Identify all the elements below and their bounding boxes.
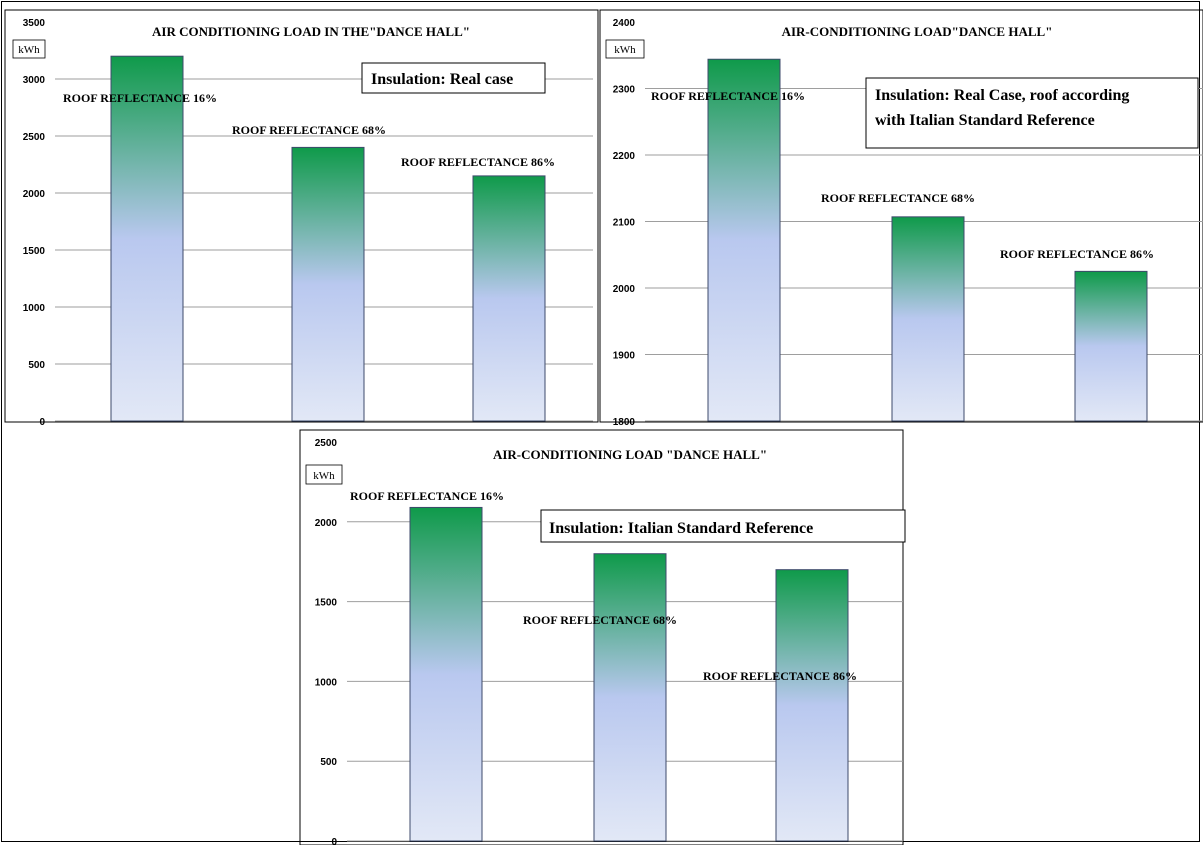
chart-frame: [299, 429, 904, 845]
unit-label: kWh: [313, 470, 335, 482]
y-tick-label: 0: [331, 837, 337, 845]
category-label: ROOF REFLECTANCE 68%: [232, 123, 386, 137]
annotation-box: [865, 77, 1199, 149]
unit-box: [305, 464, 343, 485]
y-tick-label: 2300: [613, 85, 636, 96]
chart-frame: [4, 9, 599, 423]
annotation-text: Insulation: Real case: [371, 71, 513, 88]
unit-label: kWh: [18, 44, 40, 56]
y-tick-label: 3500: [23, 18, 46, 29]
annotation-box: [540, 509, 906, 543]
y-tick-label: 2200: [613, 151, 636, 162]
bar: [291, 146, 365, 422]
y-tick-label: 0: [39, 417, 45, 428]
bar: [472, 175, 546, 422]
y-tick-label: 3000: [23, 75, 46, 86]
y-tick-label: 500: [28, 360, 45, 371]
y-tick-label: 500: [320, 757, 337, 768]
y-tick-label: 1000: [315, 677, 338, 688]
y-tick-label: 1500: [23, 246, 46, 257]
bar: [775, 569, 849, 842]
y-tick-label: 2000: [613, 284, 636, 295]
bar: [409, 506, 483, 842]
y-tick-label: 1000: [23, 303, 46, 314]
chart-title: AIR CONDITIONING LOAD IN THE"DANCE HALL": [152, 24, 470, 39]
category-label: ROOF REFLECTANCE 16%: [63, 91, 217, 105]
category-label: ROOF REFLECTANCE 16%: [350, 489, 504, 503]
annotation-box: [361, 62, 546, 94]
category-label: ROOF REFLECTANCE 68%: [821, 191, 975, 205]
unit-label: kWh: [614, 44, 636, 56]
y-tick-label: 2000: [315, 518, 338, 529]
y-tick-label: 1500: [315, 598, 338, 609]
y-tick-label: 2100: [613, 218, 636, 229]
chart-2: 1800 1900 2000 2100 2200 2300 2400 AIR-CONDITIO…: [599, 9, 1203, 428]
category-label: ROOF REFLECTANCE 16%: [651, 89, 805, 103]
category-label: ROOF REFLECTANCE 68%: [523, 613, 677, 627]
chart-frame: [599, 9, 1203, 423]
chart-1: 0 500 1000 1500 2000 2500 3000 3500 AIR CONDITIO…: [4, 9, 599, 428]
y-tick-label: 2500: [23, 132, 46, 143]
unit-box: [605, 39, 645, 59]
bar: [891, 216, 965, 422]
annotation-text: Insulation: Real Case, roof according: [875, 87, 1129, 104]
annotation-text: with Italian Standard Reference: [875, 112, 1095, 129]
category-label: ROOF REFLECTANCE 86%: [401, 155, 555, 169]
y-tick-label: 1900: [613, 351, 636, 362]
annotation-text: Insulation: Italian Standard Reference: [549, 520, 813, 537]
y-tick-label: 2000: [23, 189, 46, 200]
chart-title: AIR-CONDITIONING LOAD "DANCE HALL": [493, 447, 767, 462]
bar: [110, 55, 184, 422]
chart-title: AIR-CONDITIONING LOAD"DANCE HALL": [782, 24, 1053, 39]
unit-box: [12, 39, 46, 59]
bar: [1074, 270, 1148, 422]
bar: [593, 553, 667, 842]
bar: [707, 58, 781, 422]
y-tick-label: 2400: [613, 18, 636, 29]
y-tick-label: 2500: [315, 438, 338, 449]
y-tick-label: 1800: [613, 417, 636, 428]
category-label: ROOF REFLECTANCE 86%: [1000, 247, 1154, 261]
chart-3: 0 500 1000 1500 2000 2500 AIR-CONDITIONING LOA…: [299, 429, 906, 845]
category-label: ROOF REFLECTANCE 86%: [703, 669, 857, 683]
